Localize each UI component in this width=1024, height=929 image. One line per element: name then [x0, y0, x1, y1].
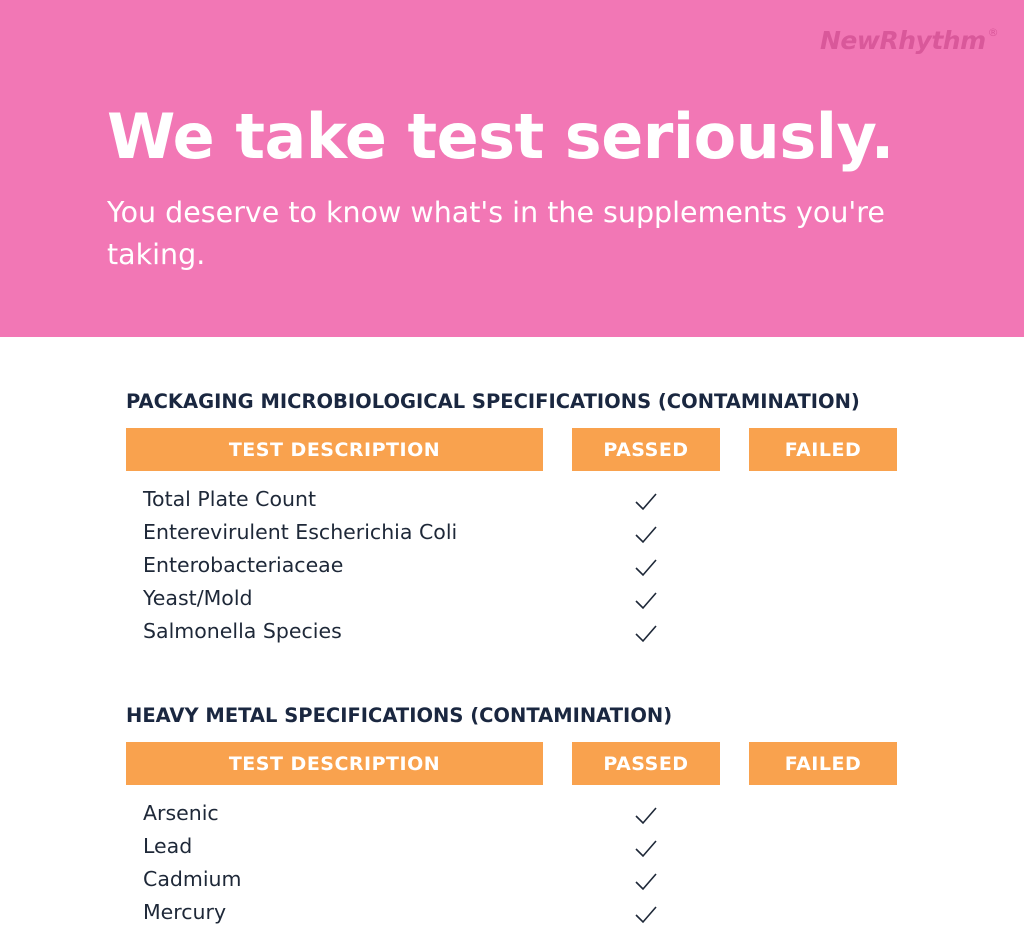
test-row-label: Yeast/Mold	[143, 586, 253, 610]
test-row-label: Salmonella Species	[143, 619, 342, 643]
checkmark-icon	[634, 558, 658, 578]
checkmark-icon	[634, 839, 658, 859]
test-row-label: Total Plate Count	[143, 487, 317, 511]
test-row-label: Enterobacteriaceae	[143, 553, 344, 577]
section-title: PACKAGING MICROBIOLOGICAL SPECIFICATIONS…	[126, 390, 860, 413]
logo-text: NewRhythm	[820, 26, 986, 55]
test-row-label: Arsenic	[143, 801, 219, 825]
header-passed: PASSED	[572, 742, 720, 785]
test-row-label: Enterevirulent Escherichia Coli	[143, 520, 458, 544]
section-title: HEAVY METAL SPECIFICATIONS (CONTAMINATIO…	[126, 704, 673, 727]
test-row-label: Cadmium	[143, 867, 242, 891]
checkmark-icon	[634, 591, 658, 611]
header-test-description: TEST DESCRIPTION	[126, 428, 543, 471]
test-row-label: Lead	[143, 834, 193, 858]
page-subtitle: You deserve to know what's in the supple…	[107, 196, 885, 271]
page-title: We take test seriously.	[107, 100, 894, 173]
hero-banner: NewRhythm ® We take test seriously. You d…	[0, 0, 1024, 337]
checkmark-icon	[634, 525, 658, 545]
checkmark-icon	[634, 492, 658, 512]
header-failed: FAILED	[749, 742, 897, 785]
registered-mark: ®	[987, 25, 999, 39]
header-failed: FAILED	[749, 428, 897, 471]
checkmark-icon	[634, 624, 658, 644]
brand-logo: NewRhythm ®	[820, 25, 999, 55]
checkmark-icon	[634, 806, 658, 826]
header-passed: PASSED	[572, 428, 720, 471]
checkmark-icon	[634, 872, 658, 892]
checkmark-icon	[634, 905, 658, 925]
header-test-description: TEST DESCRIPTION	[126, 742, 543, 785]
test-row-label: Mercury	[143, 900, 227, 924]
